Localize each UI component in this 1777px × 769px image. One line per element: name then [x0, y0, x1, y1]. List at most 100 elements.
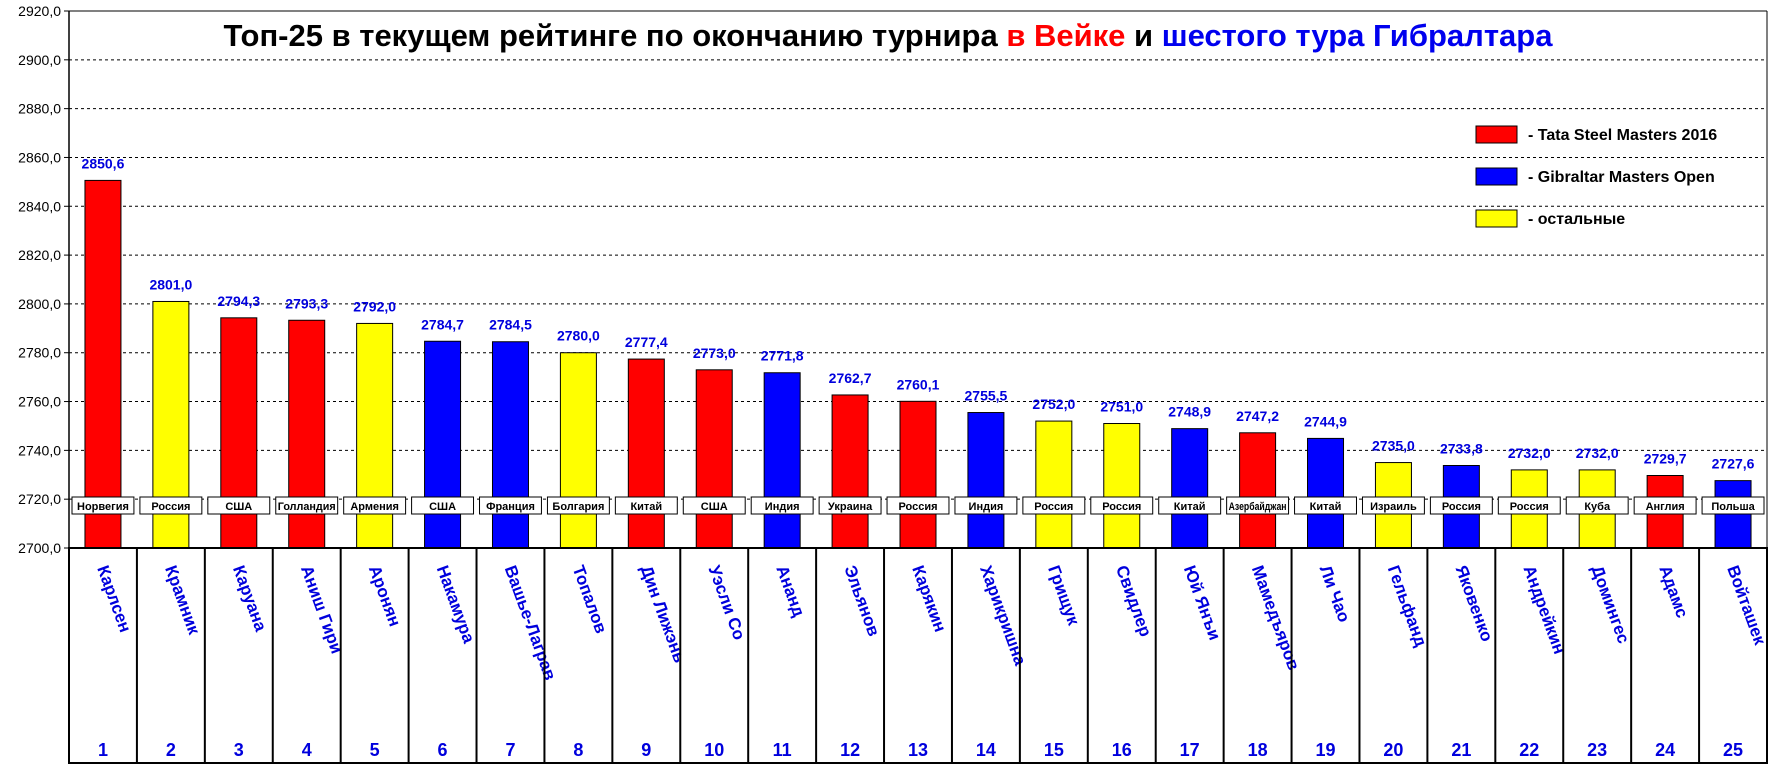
bar — [627, 358, 665, 549]
value-label: 2850,6 — [82, 155, 125, 171]
country-label: Норвегия — [77, 501, 129, 513]
title-part-gibraltar: шестого тура Гибралтара — [1162, 18, 1553, 53]
country-label: Армения — [350, 501, 399, 513]
rank-label: 6 — [438, 740, 448, 760]
country-box — [479, 496, 542, 515]
country-box — [1158, 496, 1222, 515]
country-box — [411, 496, 475, 515]
country-label: Англия — [1646, 501, 1685, 513]
country-label: Индия — [765, 501, 800, 513]
value-label: 2801,0 — [149, 276, 192, 292]
country-box — [614, 496, 678, 515]
country-label: Китай — [1310, 501, 1342, 513]
rank-label: 24 — [1655, 740, 1675, 760]
rank-label: 18 — [1248, 740, 1268, 760]
country-box — [275, 496, 339, 515]
y-tick-label: 2880,0 — [18, 101, 61, 117]
rank-label: 12 — [840, 740, 860, 760]
country-label: Россия — [1034, 501, 1073, 513]
country-label: США — [701, 501, 728, 513]
country-box — [1429, 496, 1493, 515]
y-tick-label: 2920,0 — [18, 3, 61, 19]
country-box — [343, 496, 407, 515]
value-label: 2748,9 — [1168, 404, 1211, 420]
country-box — [750, 496, 814, 515]
legend-swatch-other — [1475, 209, 1518, 228]
rank-label: 21 — [1451, 740, 1471, 760]
title-part-3: и — [1125, 18, 1161, 53]
title-part-1: Топ-25 в текущем рейтинге по окончанию т… — [224, 18, 1007, 53]
bar — [84, 179, 122, 549]
bar — [763, 372, 801, 549]
value-label: 2793,3 — [285, 295, 328, 311]
y-tick-label: 2760,0 — [18, 394, 61, 410]
bar — [1171, 428, 1209, 549]
country-label: Франция — [486, 501, 535, 513]
rank-label: 9 — [641, 740, 651, 760]
country-label: Голландия — [278, 501, 336, 513]
value-label: 2744,9 — [1304, 413, 1347, 429]
y-tick-label: 2740,0 — [18, 442, 61, 458]
country-box — [207, 496, 271, 515]
country-box — [546, 496, 610, 515]
value-label: 2784,7 — [421, 316, 464, 332]
value-label: 2792,0 — [353, 298, 396, 314]
value-label: 2732,0 — [1576, 445, 1619, 461]
rank-label: 14 — [976, 740, 996, 760]
bar — [491, 341, 529, 549]
country-box — [682, 496, 746, 515]
y-tick-label: 2800,0 — [18, 296, 61, 312]
rank-label: 1 — [98, 740, 108, 760]
value-label: 2794,3 — [217, 293, 260, 309]
value-label: 2762,7 — [829, 370, 872, 386]
country-label: Китай — [630, 501, 662, 513]
country-box — [1090, 496, 1154, 515]
country-label: Израиль — [1370, 501, 1417, 513]
legend: - Tata Steel Masters 2016 - Gibraltar Mas… — [1475, 125, 1717, 228]
country-box — [954, 496, 1018, 515]
country-label: Россия — [898, 501, 937, 513]
rank-label: 25 — [1723, 740, 1743, 760]
country-label: США — [429, 501, 456, 513]
rank-label: 23 — [1587, 740, 1607, 760]
y-axis: 2700,0 2720,0 2740,0 2760,0 2780,0 2800,0 2820… — [18, 3, 1768, 556]
value-label: 2735,0 — [1372, 438, 1415, 454]
country-label: Россия — [151, 501, 190, 513]
country-box — [818, 496, 882, 515]
country-label: США — [225, 501, 252, 513]
country-box — [1497, 496, 1561, 515]
y-tick-label: 2720,0 — [18, 491, 61, 507]
country-box — [886, 496, 950, 515]
value-label: 2760,1 — [897, 376, 940, 392]
country-label: Куба — [1584, 501, 1611, 513]
legend-swatch-gib — [1475, 167, 1518, 186]
y-tick-label: 2700,0 — [18, 540, 61, 556]
bar — [695, 369, 733, 549]
country-box — [1565, 496, 1629, 515]
rank-label: 8 — [573, 740, 583, 760]
y-tick-label: 2840,0 — [18, 198, 61, 214]
rank-label: 17 — [1180, 740, 1200, 760]
value-label: 2747,2 — [1236, 408, 1279, 424]
country-label: Китай — [1174, 501, 1206, 513]
y-tick-label: 2820,0 — [18, 247, 61, 263]
country-labels: Норвегия Россия США Голландия Армения США Фран… — [71, 496, 1765, 515]
value-label: 2733,8 — [1440, 440, 1483, 456]
value-label: 2729,7 — [1644, 451, 1687, 467]
country-label: Украина — [828, 501, 873, 513]
y-tick-label: 2780,0 — [18, 345, 61, 361]
value-label: 2751,0 — [1100, 399, 1143, 415]
value-label: 2777,4 — [625, 334, 668, 350]
legend-label-tata: - Tata Steel Masters 2016 — [1528, 127, 1717, 144]
country-box — [1294, 496, 1357, 515]
bar — [1035, 420, 1073, 549]
country-label: Польша — [1711, 501, 1755, 513]
bar — [1239, 432, 1277, 549]
country-label: Россия — [1442, 501, 1481, 513]
bar — [899, 400, 937, 549]
chart-title: Топ-25 в текущем рейтинге по окончанию т… — [224, 18, 1554, 53]
y-tick-label: 2860,0 — [18, 149, 61, 165]
rank-label: 22 — [1519, 740, 1539, 760]
